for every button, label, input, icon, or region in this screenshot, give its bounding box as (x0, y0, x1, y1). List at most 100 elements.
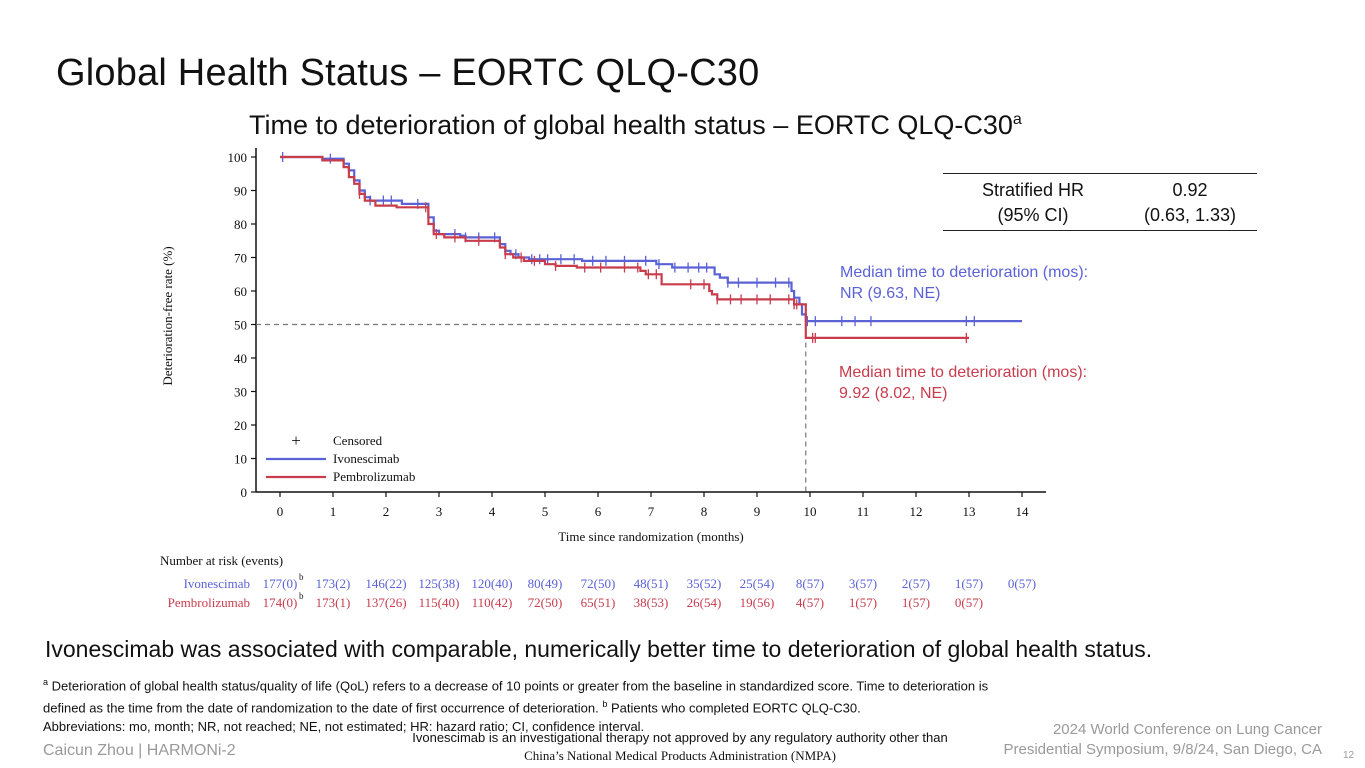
y-tick-label: 50 (234, 318, 247, 333)
x-tick-label: 0 (277, 504, 284, 519)
x-tick-label: 8 (701, 504, 708, 519)
hr-value-line2: (0.63, 1.33) (1143, 205, 1237, 225)
hr-label-line2: (95% CI) (997, 205, 1069, 225)
y-tick-label: 40 (234, 351, 247, 366)
risk-value-pembrolizumab: 72(50) (528, 595, 563, 610)
median-pembrolizumab-line1: Median time to deterioration (mos): (839, 364, 1088, 381)
risk-value-ivonescimab: 3(57) (849, 576, 877, 591)
risk-value-pembrolizumab: 115(40) (419, 595, 460, 610)
risk-value-pembrolizumab: 174(0) (263, 595, 298, 610)
x-tick-label: 11 (857, 504, 870, 519)
y-tick-label: 90 (234, 184, 247, 199)
risk-value-ivonescimab: 80(49) (528, 576, 563, 591)
x-tick-label: 12 (910, 504, 923, 519)
slide-title: Global Health Status – EORTC QLQ-C30 (56, 52, 760, 94)
risk-value-ivonescimab: 72(50) (581, 576, 616, 591)
risk-value-ivonescimab: 25(54) (740, 576, 775, 591)
risk-value-ivonescimab: 35(52) (687, 576, 722, 591)
risk-value-ivonescimab: 125(38) (418, 576, 459, 591)
chart-title-text: Time to deterioration of global health s… (249, 110, 1013, 140)
risk-value-pembrolizumab: 137(26) (365, 595, 406, 610)
hr-label: Stratified HR (95% CI) (943, 178, 1123, 228)
chart-title-superscript: a (1012, 111, 1022, 128)
risk-row-label-pembrolizumab: Pembrolizumab (168, 595, 250, 610)
x-tick-label: 2 (383, 504, 390, 519)
risk-value-ivonescimab: 48(51) (634, 576, 669, 591)
risk-value-pembrolizumab: 1(57) (849, 595, 877, 610)
footnote-a-text1: Deterioration of global health status/qu… (48, 678, 989, 694)
x-tick-label: 3 (436, 504, 443, 519)
risk-footnote-marker: b (299, 591, 304, 601)
footnote-b-marker: b (602, 699, 608, 710)
hr-table: Stratified HR (95% CI) 0.92 (0.63, 1.33) (943, 173, 1257, 231)
x-tick-label: 5 (542, 504, 549, 519)
risk-value-pembrolizumab: 19(56) (740, 595, 775, 610)
x-axis-label: Time since randomization (months) (558, 529, 743, 544)
page-number: 12 (1343, 750, 1355, 761)
x-tick-label: 6 (595, 504, 602, 519)
footer-presenter: Caicun Zhou | HARMONi-2 (43, 742, 236, 759)
median-pembrolizumab-line2: 9.92 (8.02, NE) (839, 385, 948, 402)
risk-value-pembrolizumab: 26(54) (687, 595, 722, 610)
risk-value-ivonescimab: 177(0) (263, 576, 298, 591)
y-tick-label: 10 (234, 452, 247, 467)
footnotes: a Deterioration of global health status/… (43, 673, 1043, 736)
y-tick-label: 100 (228, 150, 248, 165)
legend-censored-symbol: + (291, 431, 301, 450)
x-tick-label: 13 (963, 504, 976, 519)
hr-value: 0.92 (0.63, 1.33) (1123, 178, 1257, 228)
median-ivonescimab-line2: NR (9.63, NE) (840, 285, 941, 302)
y-tick-label: 60 (234, 284, 247, 299)
risk-value-pembrolizumab: 1(57) (902, 595, 930, 610)
x-tick-label: 1 (330, 504, 337, 519)
y-tick-label: 0 (241, 485, 248, 500)
conclusion-text: Ivonescimab was associated with comparab… (45, 636, 1153, 662)
median-ivonescimab: Median time to deterioration (mos): NR (… (840, 262, 1088, 304)
risk-value-pembrolizumab: 65(51) (581, 595, 616, 610)
risk-value-ivonescimab: 146(22) (365, 576, 406, 591)
risk-footnote-marker: b (299, 572, 304, 582)
risk-value-pembrolizumab: 110(42) (472, 595, 513, 610)
chart-title: Time to deterioration of global health s… (249, 110, 1022, 141)
risk-value-pembrolizumab: 4(57) (796, 595, 824, 610)
legend-ivonescimab-label: Ivonescimab (333, 451, 399, 466)
disclaimer: Ivonescimab is an investigational therap… (380, 729, 980, 765)
y-tick-label: 20 (234, 418, 247, 433)
x-tick-label: 4 (489, 504, 496, 519)
risk-value-pembrolizumab: 173(1) (316, 595, 351, 610)
legend-censored-label: Censored (333, 433, 383, 448)
hr-row: Stratified HR (95% CI) 0.92 (0.63, 1.33) (943, 174, 1257, 230)
y-tick-label: 30 (234, 385, 247, 400)
footnote-a-line2: defined as the time from the date of ran… (43, 695, 1043, 717)
km-curve-pembrolizumab (280, 155, 969, 339)
risk-value-ivonescimab: 8(57) (796, 576, 824, 591)
footnote-b-text: Patients who completed EORTC QLQ-C30. (607, 700, 861, 716)
x-tick-label: 7 (648, 504, 655, 519)
risk-value-pembrolizumab: 38(53) (634, 595, 669, 610)
median-ivonescimab-line1: Median time to deterioration (mos): (840, 264, 1089, 281)
legend-pembrolizumab-label: Pembrolizumab (333, 469, 415, 484)
risk-value-ivonescimab: 0(57) (1008, 576, 1036, 591)
y-tick-label: 70 (234, 251, 247, 266)
x-tick-label: 14 (1016, 504, 1030, 519)
footer-conference: 2024 World Conference on Lung Cancer Pre… (1004, 720, 1323, 760)
risk-value-ivonescimab: 1(57) (955, 576, 983, 591)
risk-value-pembrolizumab: 0(57) (955, 595, 983, 610)
risk-value-ivonescimab: 173(2) (316, 576, 351, 591)
footnote-a-text2: defined as the time from the date of ran… (43, 700, 603, 716)
y-tick-label: 80 (234, 217, 247, 232)
footer-conference-line1: 2024 World Conference on Lung Cancer (1052, 721, 1322, 738)
footnote-a-line1: a Deterioration of global health status/… (43, 673, 1043, 695)
median-pembrolizumab: Median time to deterioration (mos): 9.92… (839, 362, 1087, 404)
x-tick-label: 9 (754, 504, 761, 519)
footnote-a-marker: a (43, 677, 49, 687)
y-axis-label: Deterioration-free rate (%) (160, 246, 175, 385)
disclaimer-line1: Ivonescimab is an investigational therap… (412, 730, 948, 745)
hr-label-line1: Stratified HR (981, 180, 1085, 200)
footnote-abbreviations: Abbreviations: mo, month; NR, not reache… (43, 718, 645, 734)
risk-value-ivonescimab: 2(57) (902, 576, 930, 591)
risk-table-header: Number at risk (events) (160, 553, 283, 568)
hr-value-line1: 0.92 (1172, 180, 1208, 200)
risk-row-label-ivonescimab: Ivonescimab (184, 576, 250, 591)
